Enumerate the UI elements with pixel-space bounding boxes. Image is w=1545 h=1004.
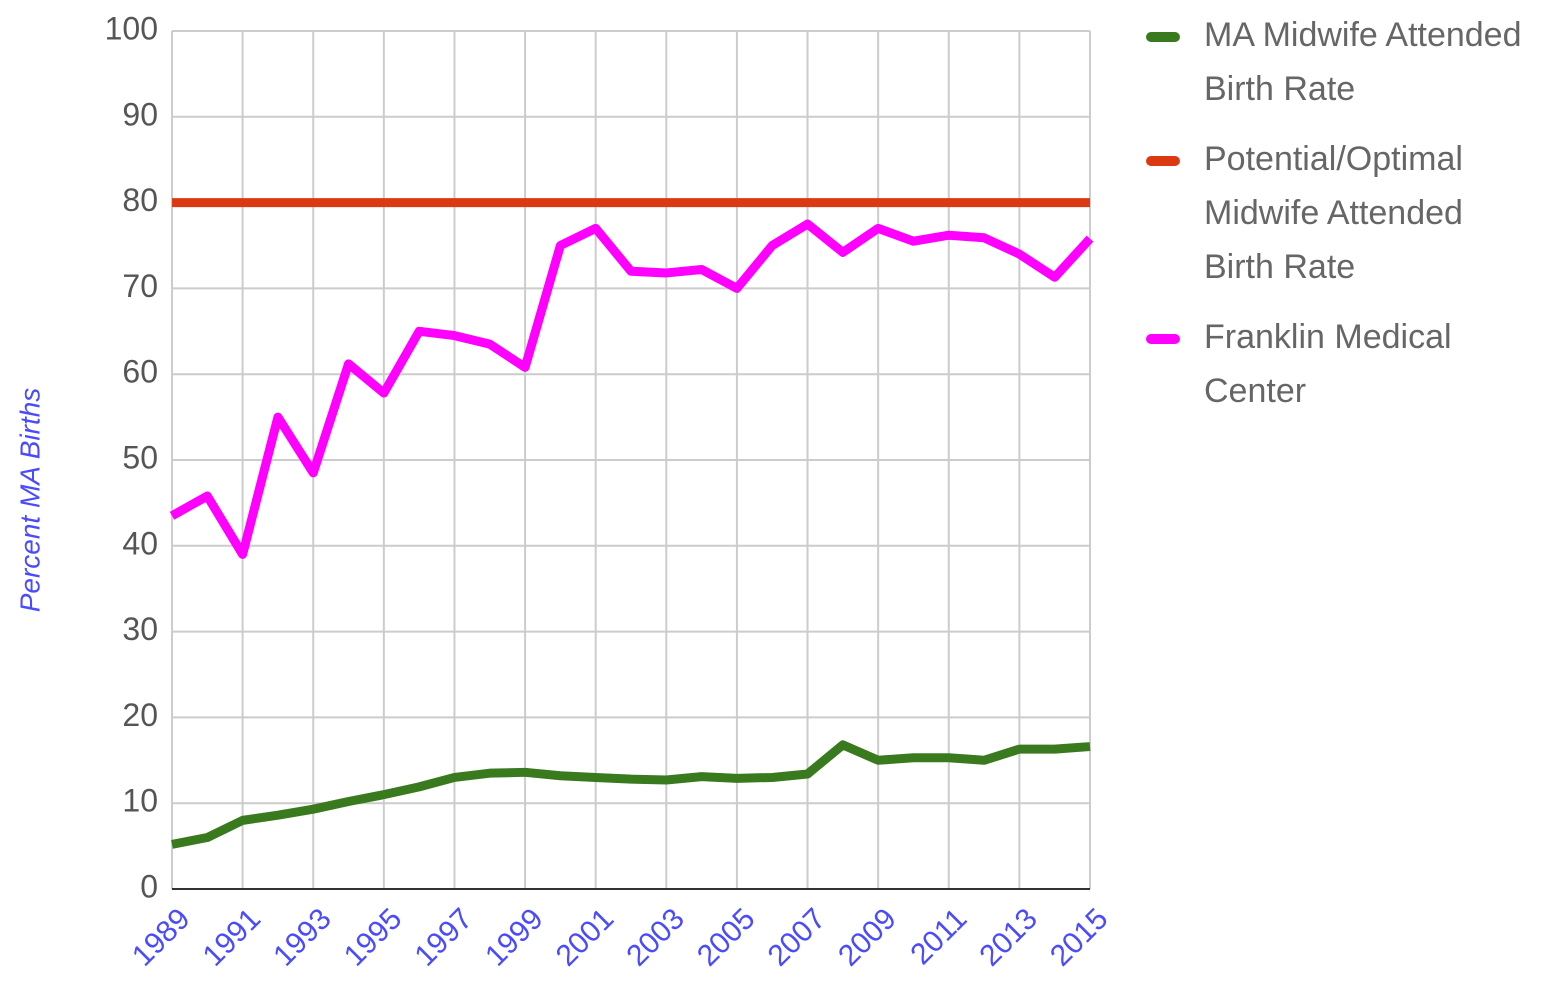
y-tick-label: 60 <box>122 354 158 390</box>
series-line <box>169 219 1094 559</box>
legend-item: Potential/Optimal Midwife Attended Birth… <box>1140 132 1540 294</box>
legend-swatch <box>1146 334 1180 344</box>
legend-label: Potential/Optimal Midwife Attended Birth… <box>1204 140 1463 286</box>
x-tick-label: 1995 <box>338 902 409 973</box>
y-tick-label: 10 <box>122 783 158 819</box>
y-tick-label: 0 <box>140 868 158 904</box>
y-tick-label: 30 <box>122 611 158 647</box>
y-tick-label: 90 <box>122 96 158 132</box>
chart: Percent MA Births 0 10 20 30 40 50 60 70 80 90 100… <box>14 10 1115 973</box>
y-tick-label: 40 <box>122 525 158 561</box>
x-tick-label: 1993 <box>267 902 338 973</box>
y-tick-label: 80 <box>122 182 158 218</box>
x-tick-label: 2003 <box>620 902 691 973</box>
x-tick-label: 2013 <box>973 902 1044 973</box>
x-tick-label: 2007 <box>762 902 833 973</box>
x-tick-label: 1999 <box>479 902 550 973</box>
y-tick-label: 100 <box>105 10 158 46</box>
y-tick-label: 20 <box>122 697 158 733</box>
legend-item: Franklin Medical Center <box>1140 310 1540 418</box>
x-tick-label: 2001 <box>550 902 621 973</box>
x-tick-label: 2015 <box>1044 902 1115 973</box>
x-tick-label: 2005 <box>691 902 762 973</box>
legend-label: Franklin Medical Center <box>1204 318 1452 410</box>
legend: MA Midwife Attended Birth Rate Potential/… <box>1140 8 1540 434</box>
x-tick-label: 1991 <box>197 902 268 973</box>
x-tick-label: 2011 <box>904 902 973 971</box>
x-tick-label: 2009 <box>832 902 903 973</box>
y-axis-label: Percent MA Births <box>14 388 45 613</box>
x-tick-label: 1989 <box>126 902 197 973</box>
y-tick-label: 70 <box>122 268 158 304</box>
legend-swatch <box>1146 32 1180 42</box>
series-line <box>171 740 1091 849</box>
legend-swatch <box>1146 156 1180 166</box>
legend-item: MA Midwife Attended Birth Rate <box>1140 8 1540 116</box>
legend-label: MA Midwife Attended Birth Rate <box>1204 16 1522 108</box>
x-tick-label: 1997 <box>408 902 479 973</box>
y-tick-label: 50 <box>122 439 158 475</box>
